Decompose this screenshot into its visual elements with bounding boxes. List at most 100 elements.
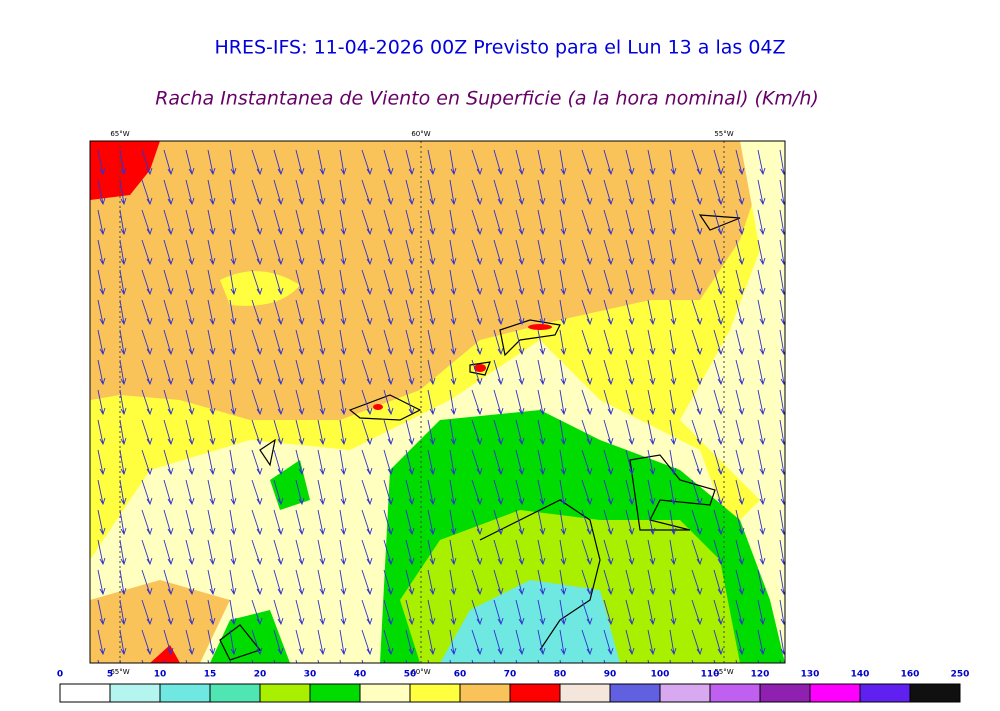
wind-arrow xyxy=(537,419,546,446)
wind-arrow xyxy=(515,299,525,326)
wind-arrow xyxy=(537,509,546,536)
wind-arrow xyxy=(273,599,284,626)
wind-arrow xyxy=(405,209,415,236)
wind-arrow xyxy=(493,659,496,663)
wind-arrow xyxy=(97,359,106,386)
wind-arrow xyxy=(97,449,106,476)
wind-arrow xyxy=(361,269,373,296)
wind-arrow xyxy=(471,329,483,356)
wind-arrow xyxy=(141,449,153,476)
wind-arrow xyxy=(339,359,347,386)
wind-arrow xyxy=(119,239,127,266)
wind-arrow xyxy=(405,479,415,506)
wind-arrow xyxy=(669,539,677,566)
wind-arrow xyxy=(647,509,656,536)
wind-arrow xyxy=(603,389,614,416)
wind-arrow xyxy=(779,659,781,663)
wind-arrow xyxy=(119,389,127,416)
wind-arrow xyxy=(603,269,614,296)
wind-arrow xyxy=(185,599,195,626)
wind-arrow xyxy=(185,539,195,566)
wind-arrow xyxy=(185,479,195,506)
wind-arrow xyxy=(559,539,567,566)
wind-arrow xyxy=(449,269,457,296)
wind-arrow xyxy=(625,479,635,506)
wind-arrow xyxy=(647,599,656,626)
wind-arrow xyxy=(383,179,394,206)
wind-arrow xyxy=(361,179,373,206)
wind-arrow xyxy=(317,149,326,176)
wind-arrow xyxy=(713,599,724,626)
wind-arrow xyxy=(273,239,284,266)
wind-arrow xyxy=(405,629,415,656)
wind-arrow xyxy=(119,269,127,296)
wind-arrow xyxy=(713,509,724,536)
colorbar-tick-label: 140 xyxy=(851,670,870,680)
wind-arrow xyxy=(713,269,724,296)
wind-arrow xyxy=(119,299,127,326)
wind-arrow xyxy=(251,329,263,356)
wind-arrow xyxy=(97,149,106,176)
colorbar-tick-label: 60 xyxy=(454,670,467,680)
wind-arrow xyxy=(669,209,677,236)
wind-arrow xyxy=(493,449,504,476)
wind-arrow xyxy=(625,569,635,596)
wind-arrow xyxy=(515,509,525,536)
wind-arrow xyxy=(361,239,373,266)
wind-arrow xyxy=(273,659,276,663)
wind-arrow xyxy=(141,329,153,356)
wind-arrow xyxy=(449,359,457,386)
lon-label: 60°W xyxy=(411,130,430,138)
wind-arrow xyxy=(713,389,724,416)
wind-arrow xyxy=(405,239,415,266)
wind-arrow xyxy=(625,599,635,626)
wind-arrow xyxy=(207,179,216,206)
wind-arrow xyxy=(779,269,785,296)
wind-arrow xyxy=(449,299,457,326)
wind-arrow xyxy=(273,359,284,386)
wind-arrow xyxy=(295,509,305,536)
wind-arrow xyxy=(735,329,745,356)
wind-arrow xyxy=(515,359,525,386)
wind-arrow xyxy=(449,239,457,266)
wind-arrow xyxy=(471,599,483,626)
wind-arrow xyxy=(647,179,656,206)
wind-arrow xyxy=(295,179,305,206)
wind-arrow xyxy=(317,629,326,656)
wind-arrow xyxy=(383,149,394,176)
wind-arrow xyxy=(713,479,724,506)
wind-arrow xyxy=(493,149,504,176)
wind-arrow xyxy=(691,299,703,326)
wind-arrow xyxy=(273,149,284,176)
wind-arrow xyxy=(207,209,216,236)
wind-arrow xyxy=(537,299,546,326)
wind-arrow xyxy=(317,599,326,626)
wind-arrow xyxy=(779,479,785,506)
wind-arrow xyxy=(383,239,394,266)
wind-arrow xyxy=(779,449,785,476)
wind-arrow xyxy=(691,449,703,476)
wind-arrow xyxy=(779,209,785,236)
wind-arrow xyxy=(361,209,373,236)
wind-arrow xyxy=(317,359,326,386)
wind-arrow xyxy=(559,599,567,626)
wind-arrow xyxy=(339,179,347,206)
wind-arrow xyxy=(295,389,305,416)
wind-arrow xyxy=(163,599,174,626)
wind-arrow xyxy=(735,299,745,326)
wind-arrow xyxy=(559,209,567,236)
wind-arrow xyxy=(427,509,436,536)
wind-arrow xyxy=(559,479,567,506)
colorbar-tick-label: 50 xyxy=(404,670,417,680)
wind-arrow xyxy=(625,239,635,266)
wind-arrow xyxy=(471,299,483,326)
wind-arrow xyxy=(581,539,593,566)
wind-arrow xyxy=(185,359,195,386)
wind-arrow xyxy=(339,599,347,626)
wind-arrow xyxy=(647,569,656,596)
wind-arrow xyxy=(493,419,504,446)
wind-arrow xyxy=(713,629,724,656)
wind-arrow xyxy=(515,629,525,656)
colorbar-box xyxy=(209,683,261,703)
colorbar-tick-label: 10 xyxy=(154,670,167,680)
